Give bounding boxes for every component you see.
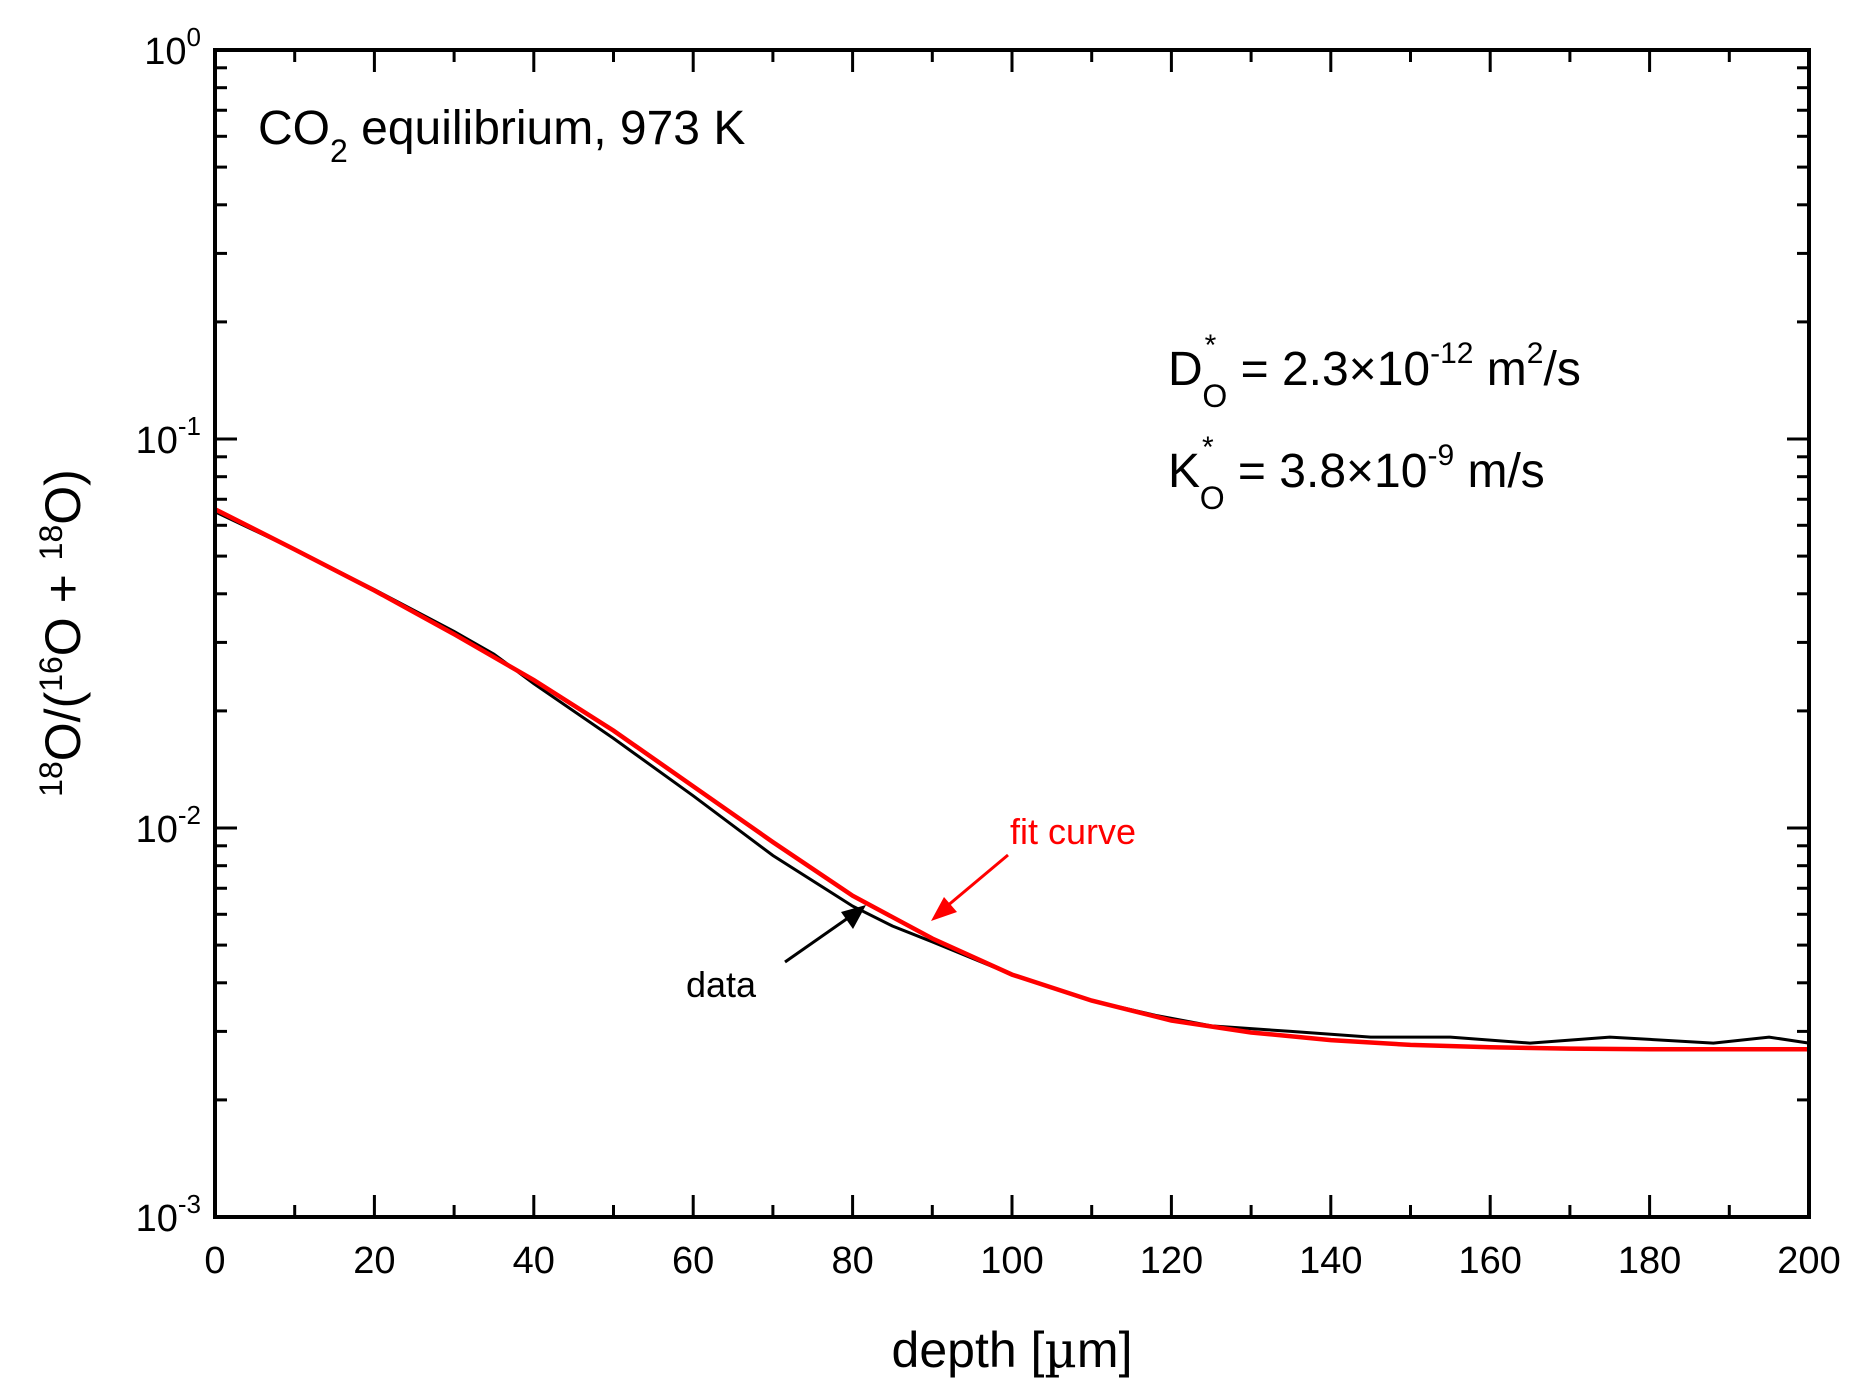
diffusion-symbol: D	[1168, 343, 1203, 396]
diffusion-unit-sup: 2	[1527, 337, 1544, 370]
series-data-line	[214, 510, 1810, 1045]
y-tick-label: 100	[144, 22, 201, 73]
y-tick-label: 10-3	[136, 1189, 201, 1240]
diffusion-sub: O	[1202, 378, 1227, 414]
annotation-diffusion: D* O = 2.3×10-12 m2/s	[1168, 329, 1581, 414]
condition-sub: 2	[330, 133, 348, 169]
exchange-unit: m/s	[1454, 445, 1545, 498]
x-axis-title-part2: m]	[1077, 1322, 1133, 1378]
y-tick-label: 10-1	[136, 411, 201, 462]
diffusion-unit-a: m	[1473, 343, 1526, 396]
x-tick-label: 140	[1299, 1240, 1362, 1282]
fit-curve-arrowhead	[931, 897, 957, 921]
x-tick-label: 20	[353, 1240, 395, 1282]
y-axis-title-part1: O/(	[35, 691, 91, 761]
annotation-exchange: K* O = 3.8×10-9 m/s	[1168, 431, 1545, 516]
y-tick-labels: 10-3 10-2 10-1 100	[136, 22, 201, 1240]
diffusion-sup: *	[1205, 329, 1217, 362]
x-tick-label: 0	[204, 1240, 225, 1282]
y-axis-title: 18O/(16O + 18O)	[33, 469, 91, 797]
exchange-symbol: K	[1168, 445, 1200, 498]
data-arrowhead	[841, 905, 866, 929]
data-arrow-shaft	[784, 916, 849, 964]
y-axis-title-sup2: 16	[33, 656, 69, 692]
x-tick-label: 180	[1618, 1240, 1681, 1282]
x-tick-label: 80	[831, 1240, 873, 1282]
annotation-condition: CO2 equilibrium, 973 K	[258, 102, 745, 169]
x-tick-label: 200	[1777, 1240, 1840, 1282]
plot-frame	[213, 48, 1811, 1219]
x-axis-title-mu: µ	[1044, 1321, 1077, 1379]
exchange-eq: = 3.8×10	[1225, 445, 1428, 498]
condition-main: CO	[258, 102, 330, 155]
x-tick-label: 40	[513, 1240, 555, 1282]
diffusion-exp: -12	[1430, 337, 1473, 370]
y-axis-title-sup3: 18	[33, 525, 69, 561]
y-axis-title-sup1: 18	[33, 761, 69, 797]
data-label: data	[686, 964, 757, 1005]
series-fit-curve-line	[213, 507, 1809, 1052]
x-tick-label: 160	[1458, 1240, 1521, 1282]
fit-curve-label: fit curve	[1010, 811, 1136, 852]
exchange-exp: -9	[1427, 439, 1454, 472]
x-axis-title-part1: depth [	[892, 1322, 1045, 1378]
condition-rest: equilibrium, 973 K	[348, 102, 746, 155]
x-tick-label: 100	[980, 1240, 1043, 1282]
exchange-sup: *	[1202, 431, 1214, 464]
y-axis-title-part3: O)	[35, 469, 91, 525]
diffusion-eq: = 2.3×10	[1227, 343, 1430, 396]
y-axis-title-part2: O +	[35, 560, 91, 656]
exchange-sub: O	[1200, 480, 1225, 516]
diffusion-unit-b: /s	[1543, 343, 1580, 396]
x-axis-title: depth [µm]	[892, 1321, 1133, 1379]
x-tick-labels: 0 20 40 60 80 100 120 140 160 180 200	[204, 1240, 1840, 1282]
fit-curve-arrow-shaft	[945, 853, 1009, 909]
x-tick-label: 120	[1140, 1240, 1203, 1282]
x-tick-label: 60	[672, 1240, 714, 1282]
y-tick-label: 10-2	[136, 800, 201, 851]
